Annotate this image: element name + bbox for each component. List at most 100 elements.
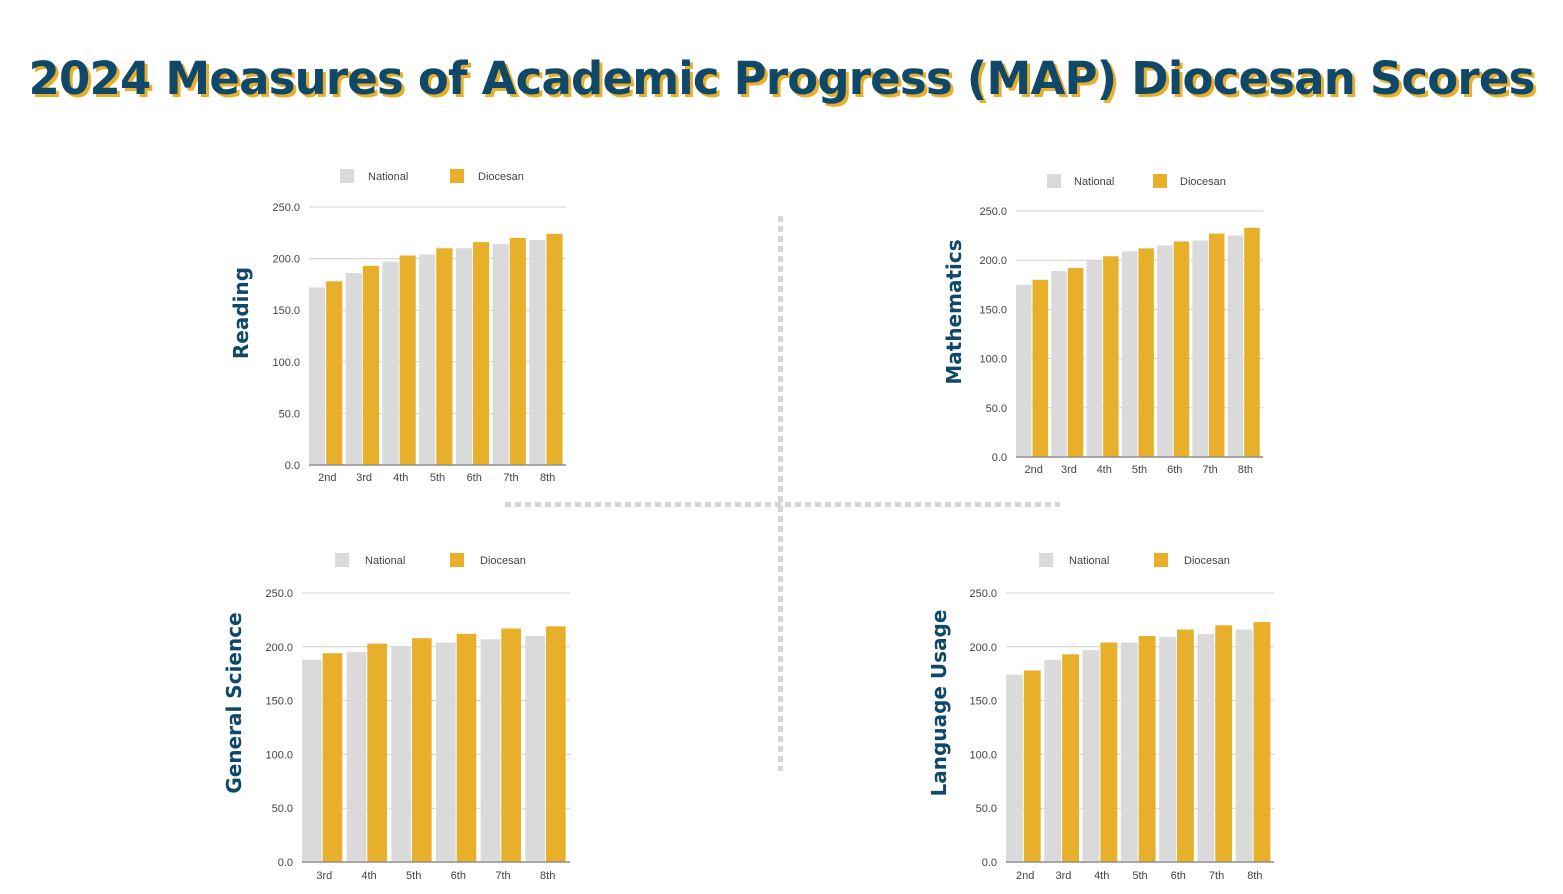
chart-mathematics-svg: 0.0 50.0 100.0 150.0 200.0 250.0 2nd 3rd 4th 5th 6…: [979, 174, 1263, 476]
bar-diocesan-5th: [1138, 248, 1154, 457]
y-tick-label: 100.0: [979, 354, 1007, 366]
bar-diocesan-6th: [456, 633, 477, 862]
chart-general-science-svg: 0.0 50.0 100.0 150.0 200.0 250.0 3rd 4th 5th 6th 7…: [265, 553, 570, 882]
bar-national-4th: [1086, 260, 1103, 457]
bar-national-4th: [1082, 650, 1100, 862]
bar-national-5th: [419, 254, 436, 465]
bar-national-4th: [382, 261, 399, 465]
bar-national-6th: [455, 248, 473, 465]
x-tick-label: 5th: [1132, 870, 1147, 882]
bar-national-7th: [1192, 240, 1208, 457]
bar-national-8th: [1227, 235, 1244, 457]
legend-label-diocesan: Diocesan: [1180, 176, 1226, 188]
bar-diocesan-6th: [473, 242, 490, 465]
legend-label-national: National: [368, 171, 408, 183]
y-tick-label: 0.0: [278, 857, 293, 869]
bar-national-5th: [1120, 642, 1138, 862]
bar-diocesan-7th: [501, 628, 521, 862]
y-tick-label: 200.0: [265, 642, 293, 654]
bar-diocesan-3rd: [1062, 654, 1079, 862]
bar-national-3rd: [1044, 659, 1062, 862]
y-tick-label: 50.0: [279, 408, 300, 420]
x-tick-label: 2nd: [318, 472, 336, 484]
y-tick-label: 150.0: [272, 305, 300, 317]
bar-national-8th: [1235, 629, 1253, 862]
x-tick-label: 4th: [1097, 464, 1112, 476]
x-tick-label: 7th: [503, 472, 518, 484]
chart-reading-svg: 0.0 50.0 100.0 150.0 200.0 250.0 2nd 3rd 4th 5th 6…: [272, 169, 566, 484]
chart-general-science: 0.0 50.0 100.0 150.0 200.0 250.0 3rd 4th 5th 6th 7…: [258, 545, 588, 890]
bar-diocesan-4th: [1103, 256, 1119, 457]
x-tick-label: 2nd: [1016, 870, 1034, 882]
y-tick-label: 200.0: [272, 254, 300, 266]
x-tick-label: 3rd: [316, 870, 332, 882]
legend-swatch-national: [340, 169, 354, 183]
bar-diocesan-8th: [546, 233, 563, 465]
bar-national-8th: [525, 636, 545, 862]
bar-diocesan-4th: [1100, 642, 1118, 862]
x-tick-label: 4th: [393, 472, 408, 484]
x-tick-label: 7th: [1209, 870, 1224, 882]
bar-diocesan-3rd: [322, 653, 343, 862]
legend-swatch-diocesan: [1154, 553, 1168, 567]
legend-swatch-diocesan: [450, 553, 464, 567]
y-tick-label: 250.0: [979, 206, 1007, 218]
bar-diocesan-4th: [367, 643, 387, 862]
bar-diocesan-8th: [545, 626, 566, 862]
chart-mathematics: 0.0 50.0 100.0 150.0 200.0 250.0 2nd 3rd 4th 5th 6…: [972, 165, 1282, 485]
x-tick-label: 7th: [495, 870, 510, 882]
bar-diocesan-5th: [411, 638, 432, 862]
bar-national-6th: [1157, 245, 1173, 457]
bar-national-2nd: [309, 287, 326, 465]
x-tick-label: 4th: [1094, 870, 1109, 882]
bar-diocesan-2nd: [326, 281, 343, 465]
bar-national-7th: [1197, 633, 1215, 862]
bar-national-6th: [1159, 637, 1176, 862]
legend-swatch-national: [335, 553, 349, 567]
x-tick-label: 8th: [1238, 464, 1253, 476]
bar-diocesan-3rd: [1067, 268, 1084, 457]
bar-diocesan-7th: [1208, 233, 1225, 457]
bar-diocesan-3rd: [362, 265, 380, 465]
legend-swatch-national: [1039, 553, 1053, 567]
chart-language-usage: 0.0 50.0 100.0 150.0 200.0 250.0 2nd 3rd 4th 5th 6…: [962, 545, 1292, 890]
vertical-divider: [778, 216, 783, 771]
chart-general-science-ylabel: General Science: [222, 612, 246, 794]
x-tick-label: 8th: [1247, 870, 1262, 882]
horizontal-divider: [505, 502, 1060, 507]
legend-swatch-national: [1047, 174, 1061, 188]
x-tick-label: 7th: [1202, 464, 1217, 476]
y-tick-label: 0.0: [992, 452, 1007, 464]
y-tick-label: 250.0: [272, 202, 300, 214]
legend-label-national: National: [365, 555, 405, 567]
bar-diocesan-7th: [1215, 625, 1233, 862]
x-tick-label: 5th: [406, 870, 421, 882]
bar-diocesan-7th: [509, 237, 526, 465]
bar-national-3rd: [1051, 271, 1067, 457]
bar-national-3rd: [345, 273, 362, 465]
chart-mathematics-ylabel: Mathematics: [942, 239, 966, 385]
x-tick-label: 3rd: [1055, 870, 1071, 882]
y-tick-label: 150.0: [265, 696, 293, 708]
legend-label-national: National: [1074, 176, 1114, 188]
bar-national-5th: [1121, 251, 1138, 457]
bar-diocesan-5th: [436, 248, 453, 465]
bar-national-4th: [346, 652, 367, 862]
y-tick-label: 200.0: [969, 642, 997, 654]
bar-national-2nd: [1006, 674, 1023, 862]
x-tick-label: 3rd: [1061, 464, 1077, 476]
bar-national-3rd: [302, 659, 322, 862]
bar-diocesan-6th: [1176, 629, 1194, 862]
bar-diocesan-2nd: [1023, 670, 1041, 862]
x-tick-label: 6th: [1167, 464, 1182, 476]
y-tick-label: 100.0: [265, 749, 293, 761]
legend-label-diocesan: Diocesan: [1184, 555, 1230, 567]
legend-swatch-diocesan: [450, 169, 464, 183]
bar-national-5th: [391, 646, 411, 862]
bar-diocesan-4th: [399, 255, 416, 465]
bar-national-8th: [529, 240, 546, 465]
y-tick-label: 100.0: [969, 749, 997, 761]
y-tick-label: 150.0: [969, 696, 997, 708]
y-tick-label: 50.0: [272, 803, 293, 815]
chart-reading: 0.0 50.0 100.0 150.0 200.0 250.0 2nd 3rd 4th 5th 6…: [265, 160, 585, 490]
